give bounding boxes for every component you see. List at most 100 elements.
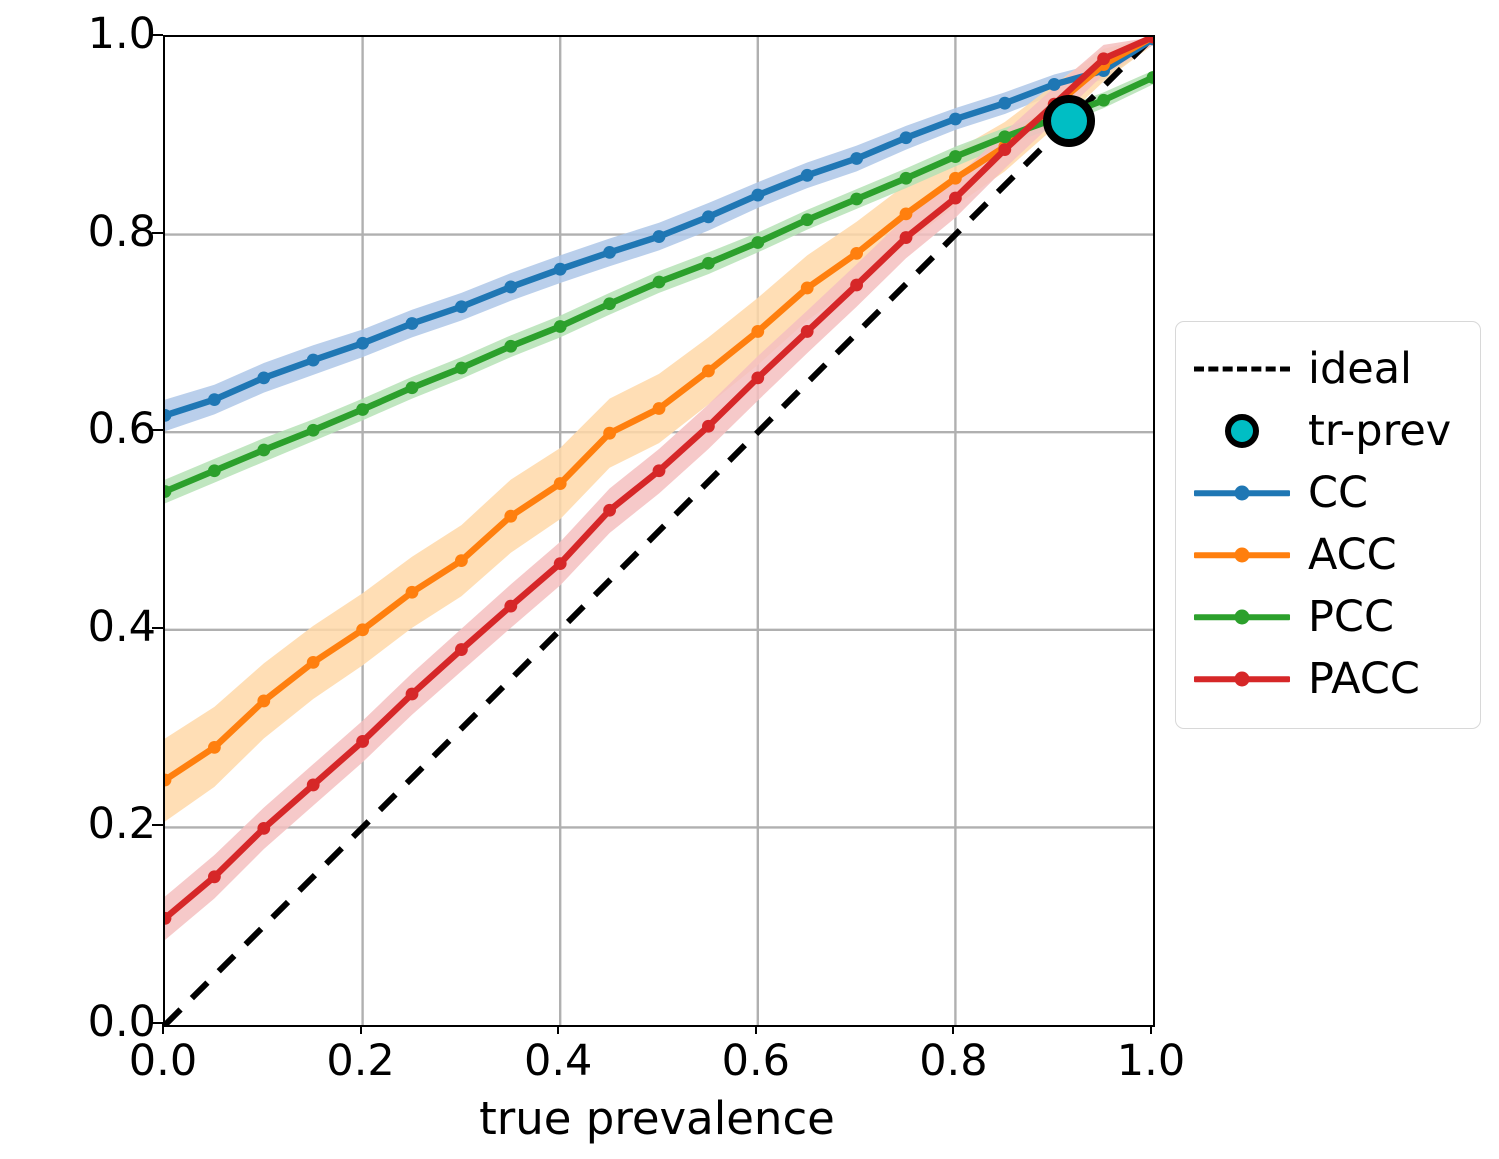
data-point-marker	[998, 130, 1012, 144]
data-point-marker	[208, 393, 221, 406]
data-point-marker	[652, 402, 666, 415]
x-tick-label: 0.4	[523, 1036, 593, 1086]
data-point-marker	[165, 911, 172, 925]
x-tick-mark	[557, 1023, 560, 1034]
data-point-marker	[553, 477, 567, 490]
legend-entry-label: CC	[1308, 467, 1369, 518]
x-axis-label: true prevalence	[479, 1092, 835, 1145]
data-point-marker	[455, 643, 468, 656]
data-point-marker	[504, 509, 518, 523]
data-point-marker	[702, 364, 715, 378]
data-point-marker	[899, 171, 913, 185]
data-point-marker	[504, 280, 518, 294]
tr-prev-marker	[1043, 94, 1096, 147]
legend-entry-label: ideal	[1308, 343, 1412, 394]
data-point-marker	[165, 773, 172, 787]
confidence-band-pacc	[165, 37, 1153, 941]
data-point-marker	[800, 168, 814, 182]
data-point-marker	[208, 464, 221, 478]
data-point-marker	[405, 381, 419, 395]
y-tick-label: 0.2	[87, 799, 156, 850]
line-marker-dot-icon	[1234, 485, 1250, 501]
dashed-line-icon	[1194, 366, 1290, 372]
data-point-marker	[702, 419, 715, 433]
data-point-marker	[603, 297, 616, 311]
data-point-marker	[949, 150, 962, 163]
data-point-marker	[1146, 71, 1153, 84]
legend-key-swatch	[1190, 462, 1294, 524]
data-point-marker	[652, 230, 666, 243]
circle-marker-icon	[1225, 414, 1259, 448]
data-point-marker	[751, 188, 765, 202]
data-point-marker	[998, 96, 1012, 110]
data-point-marker	[553, 557, 567, 570]
data-point-marker	[899, 131, 913, 145]
chart-legend: ideal tr-prev CC ACC PCC PACC	[1175, 321, 1481, 729]
data-point-marker	[405, 317, 419, 330]
y-axis-label-container: estimated prevalence	[0, 35, 260, 1023]
y-tick-mark	[152, 33, 163, 37]
data-point-marker	[455, 554, 468, 568]
legend-entry-label: ACC	[1308, 529, 1397, 580]
legend-entry-label: PACC	[1308, 653, 1420, 704]
data-point-marker	[850, 246, 863, 260]
data-point-marker	[455, 300, 468, 314]
legend-entry-pacc: PACC	[1190, 648, 1466, 710]
y-tick-mark	[152, 429, 163, 432]
data-point-marker	[1097, 93, 1110, 107]
data-point-marker	[603, 245, 616, 259]
data-point-marker	[356, 623, 369, 637]
data-point-marker	[949, 112, 962, 126]
data-point-marker	[949, 171, 962, 185]
legend-entry-acc: ACC	[1190, 524, 1466, 586]
data-point-marker	[553, 262, 567, 276]
line-marker-dot-icon	[1234, 671, 1250, 687]
data-point-marker	[899, 231, 913, 244]
data-point-marker	[949, 191, 962, 205]
data-point-marker	[850, 278, 863, 292]
y-tick-mark	[152, 1021, 163, 1025]
confidence-bands	[165, 37, 1153, 941]
x-tick-label: 1.0	[1116, 1036, 1186, 1086]
legend-entry-tr-prev: tr-prev	[1190, 400, 1466, 462]
y-tick-mark	[152, 231, 163, 234]
data-point-marker	[165, 485, 172, 498]
data-point-marker	[603, 503, 616, 517]
data-point-marker	[306, 656, 320, 669]
x-tick-mark	[754, 1023, 757, 1034]
data-point-marker	[800, 325, 814, 338]
data-point-marker	[504, 339, 518, 353]
data-point-marker	[751, 236, 765, 249]
legend-key-swatch	[1190, 338, 1294, 400]
x-tick-label: 0.8	[919, 1036, 988, 1086]
data-point-marker	[800, 281, 814, 295]
y-tick-label: 0.4	[87, 601, 156, 652]
x-tick-mark	[161, 1023, 165, 1034]
legend-entry-label: PCC	[1308, 591, 1394, 642]
data-point-marker	[356, 735, 369, 748]
data-point-marker	[702, 210, 715, 224]
data-point-marker	[751, 325, 765, 338]
y-tick-label: 0.8	[87, 206, 156, 257]
y-tick-mark	[152, 626, 163, 629]
data-point-marker	[165, 409, 172, 422]
data-point-marker	[1146, 37, 1153, 44]
y-tick-label: 1.0	[87, 9, 156, 59]
data-point-marker	[850, 152, 863, 165]
data-point-marker	[751, 371, 765, 385]
x-tick-mark	[359, 1023, 362, 1034]
data-point-marker	[553, 320, 567, 333]
line-marker-dot-icon	[1234, 547, 1250, 563]
plot-area	[163, 35, 1155, 1027]
legend-key-swatch	[1190, 524, 1294, 586]
y-tick-label: 0.6	[87, 404, 156, 455]
data-point-marker	[603, 426, 616, 440]
series-pcc	[165, 71, 1153, 498]
data-point-marker	[356, 403, 369, 416]
data-point-marker	[356, 336, 369, 350]
x-tick-label: 0.0	[128, 1036, 198, 1086]
data-point-marker	[652, 275, 666, 289]
data-point-marker	[504, 599, 518, 613]
data-point-marker	[257, 694, 271, 708]
